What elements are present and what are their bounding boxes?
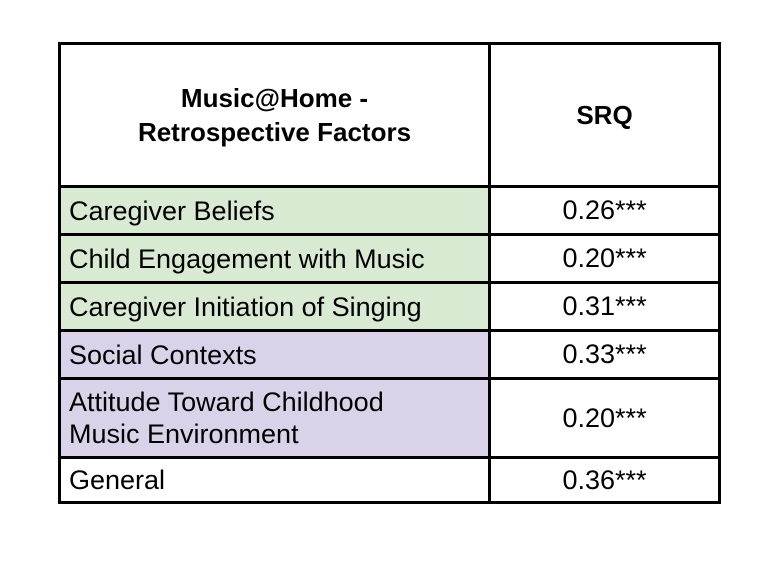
srq-header-text: SRQ — [576, 100, 633, 130]
table-row: Caregiver Beliefs 0.26*** — [58, 185, 721, 236]
factor-header-line1: Music@Home - — [180, 83, 369, 113]
factor-label-cell: Caregiver Initiation of Singing — [58, 281, 491, 332]
srq-value: 0.26*** — [562, 195, 647, 225]
srq-column-header: SRQ — [488, 42, 721, 188]
srq-value: 0.20*** — [562, 243, 647, 273]
factor-label-line2: Music Environment — [69, 419, 299, 449]
srq-value-cell: 0.20*** — [488, 377, 721, 459]
factor-column-header: Music@Home - Retrospective Factors — [58, 42, 491, 188]
srq-value-cell: 0.31*** — [488, 281, 721, 332]
table-row: Attitude Toward Childhood Music Environm… — [58, 377, 721, 459]
factor-label-cell: Social Contexts — [58, 329, 491, 380]
table-row: Child Engagement with Music 0.20*** — [58, 233, 721, 284]
srq-value: 0.33*** — [562, 339, 647, 369]
correlation-table-container: Music@Home - Retrospective Factors SRQ C… — [58, 42, 721, 504]
table-row: Social Contexts 0.33*** — [58, 329, 721, 380]
srq-value: 0.31*** — [562, 291, 647, 321]
srq-value-cell: 0.20*** — [488, 233, 721, 284]
factor-header-line2: Retrospective Factors — [137, 117, 412, 147]
factor-label-cell: General — [58, 456, 491, 504]
srq-value: 0.20*** — [562, 402, 647, 433]
srq-value: 0.36*** — [562, 464, 647, 495]
factor-label: Caregiver Beliefs — [69, 195, 275, 226]
srq-value-cell: 0.36*** — [488, 456, 721, 504]
table-row: General 0.36*** — [58, 456, 721, 504]
table-row: Caregiver Initiation of Singing 0.31*** — [58, 281, 721, 332]
factor-label: Caregiver Initiation of Singing — [69, 291, 422, 322]
factor-label: General — [69, 465, 166, 495]
correlation-table: Music@Home - Retrospective Factors SRQ C… — [58, 42, 721, 504]
factor-label-line1: Attitude Toward Childhood — [69, 387, 384, 417]
factor-label: Child Engagement with Music — [69, 243, 425, 274]
header-row: Music@Home - Retrospective Factors SRQ — [58, 42, 721, 188]
srq-value-cell: 0.26*** — [488, 185, 721, 236]
factor-label-cell: Child Engagement with Music — [58, 233, 491, 284]
factor-label-cell: Attitude Toward Childhood Music Environm… — [58, 377, 491, 459]
factor-label-cell: Caregiver Beliefs — [58, 185, 491, 236]
srq-value-cell: 0.33*** — [488, 329, 721, 380]
factor-label: Social Contexts — [69, 339, 257, 370]
